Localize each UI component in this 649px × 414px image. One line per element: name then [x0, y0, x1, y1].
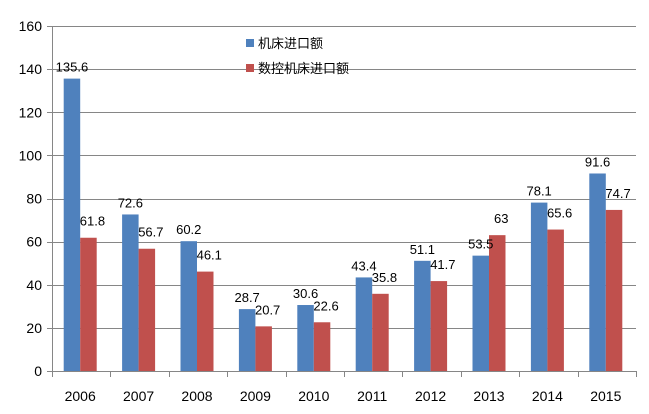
data-label-import-2006: 135.6 [56, 60, 89, 75]
x-tick-label-2010: 2010 [298, 388, 329, 404]
bar-cnc-import-2010 [313, 322, 331, 371]
legend-label-import: 机床进口额 [258, 37, 323, 52]
bar-import-2010 [297, 305, 314, 371]
data-label-import-2007: 72.6 [118, 195, 143, 210]
data-label-import-2013: 53.5 [468, 237, 493, 252]
bar-cnc-import-2015 [605, 209, 623, 371]
y-tick-label: 40 [26, 277, 42, 293]
bar-cnc-import-2014 [547, 229, 564, 371]
data-label-cnc-import-2014: 65.6 [547, 206, 572, 221]
bar-import-2013 [472, 255, 489, 371]
y-tick-label: 160 [19, 18, 43, 34]
y-axis-ticks: 0 20 40 60 80 100 120 140 160 [19, 18, 52, 379]
legend-label-cnc-import: 数控机床进口额 [258, 62, 349, 77]
data-label-cnc-import-2012: 41.7 [430, 257, 455, 272]
data-label-cnc-import-2011: 35.8 [372, 270, 397, 285]
data-label-import-2010: 30.6 [293, 286, 318, 301]
data-label-import-2009: 28.7 [234, 290, 259, 305]
data-label-import-2011: 43.4 [351, 258, 376, 273]
bar-cnc-import-2008 [197, 271, 214, 371]
data-label-import-2012: 51.1 [410, 242, 435, 257]
bar-cnc-import-2011 [372, 293, 389, 371]
y-tick-label: 100 [19, 147, 43, 163]
y-tick-label: 0 [34, 363, 42, 379]
y-tick-label: 120 [19, 104, 43, 120]
data-label-cnc-import-2010: 22.6 [313, 298, 338, 313]
legend-swatch-import [246, 39, 254, 47]
bar-cnc-import-2009 [255, 326, 272, 371]
x-tick-label-2009: 2009 [240, 388, 271, 404]
bars [63, 78, 623, 372]
legend-swatch-cnc-import [246, 64, 254, 72]
x-tick-label-2011: 2011 [357, 388, 387, 404]
y-tick-label: 140 [19, 61, 43, 77]
data-label-cnc-import-2008: 46.1 [197, 248, 222, 263]
data-label-cnc-import-2006: 61.8 [80, 214, 105, 229]
data-labels: 135.6 61.8 72.6 56.7 60.2 46.1 28.720.7 30.622.… [56, 60, 631, 318]
data-label-import-2008: 60.2 [176, 222, 201, 237]
x-tick-label-2014: 2014 [532, 388, 563, 404]
x-tick-label-2013: 2013 [473, 388, 504, 404]
bar-import-2014 [530, 202, 548, 371]
bar-import-2011 [355, 277, 373, 371]
y-tick-label: 60 [26, 234, 42, 250]
data-label-cnc-import-2013: 63 [494, 211, 508, 226]
bar-cnc-import-2013 [489, 235, 506, 371]
x-tick-label-2012: 2012 [415, 388, 446, 404]
bar-import-2012 [414, 260, 431, 371]
x-axis-ticks: 2006 2007 2008 2009 2010 2011 2012 2013 2014 2015 [52, 371, 637, 404]
data-label-cnc-import-2007: 56.7 [138, 225, 163, 240]
bar-cnc-import-2006 [80, 237, 97, 371]
bar-import-2007 [122, 214, 139, 371]
bar-import-2015 [589, 173, 606, 371]
data-label-cnc-import-2015: 74.7 [605, 186, 630, 201]
y-tick-label: 20 [26, 320, 42, 336]
data-label-import-2015: 91.6 [585, 154, 610, 169]
bar-import-2009 [238, 309, 256, 371]
data-label-import-2014: 78.1 [526, 184, 551, 199]
bar-import-2008 [180, 241, 197, 371]
y-tick-label: 80 [26, 191, 42, 207]
x-tick-label-2007: 2007 [123, 388, 154, 404]
x-tick-label-2008: 2008 [181, 388, 212, 404]
x-tick-label-2006: 2006 [65, 388, 96, 404]
x-tick-label-2015: 2015 [590, 388, 621, 404]
data-label-cnc-import-2009: 20.7 [255, 302, 280, 317]
bar-cnc-import-2007 [138, 248, 156, 371]
bar-cnc-import-2012 [430, 281, 448, 371]
bar-import-2006 [63, 78, 81, 372]
